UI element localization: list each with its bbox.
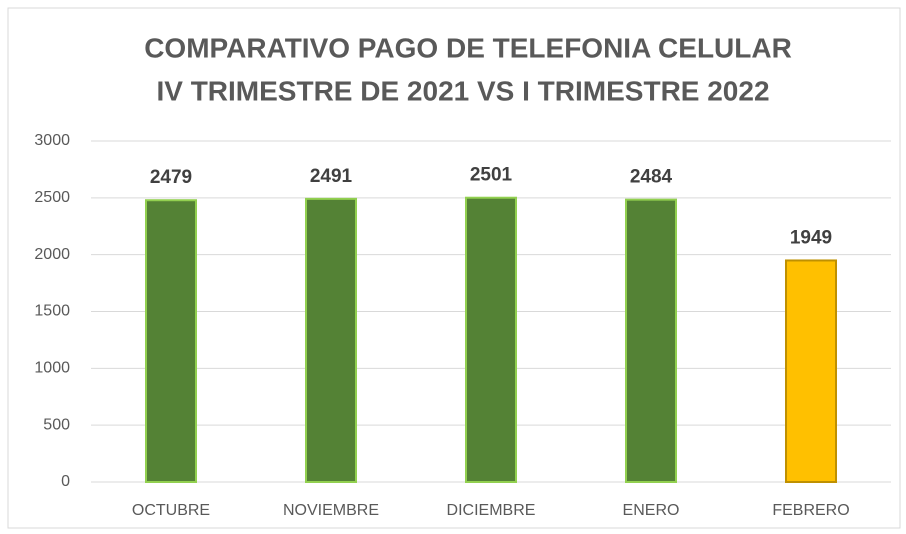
data-label: 1949 — [790, 227, 832, 248]
chart-title: COMPARATIVO PAGO DE TELEFONIA CELULAR — [144, 32, 792, 63]
x-tick-label: NOVIEMBRE — [283, 502, 379, 519]
x-tick-label: OCTUBRE — [132, 502, 210, 519]
y-tick-label: 0 — [61, 473, 70, 490]
y-tick-label: 1000 — [34, 360, 70, 377]
data-label: 2484 — [630, 167, 673, 188]
chart-title: IV TRIMESTRE DE 2021 VS I TRIMESTRE 2022 — [156, 75, 769, 106]
bar — [305, 197, 357, 484]
data-label: 2491 — [310, 166, 353, 187]
data-label: 2479 — [150, 167, 192, 188]
bar — [785, 259, 837, 483]
data-label: 2501 — [470, 165, 513, 186]
y-tick-label: 3000 — [34, 132, 70, 149]
bar — [145, 199, 197, 483]
x-tick-label: ENERO — [623, 502, 680, 519]
y-tick-label: 2000 — [34, 246, 70, 263]
bar — [465, 196, 517, 483]
y-tick-label: 2500 — [34, 189, 70, 206]
y-tick-label: 1500 — [34, 303, 70, 320]
y-tick-label: 500 — [43, 416, 70, 433]
x-tick-label: FEBRERO — [772, 502, 849, 519]
x-tick-label: DICIEMBRE — [447, 502, 536, 519]
bar — [625, 198, 677, 483]
